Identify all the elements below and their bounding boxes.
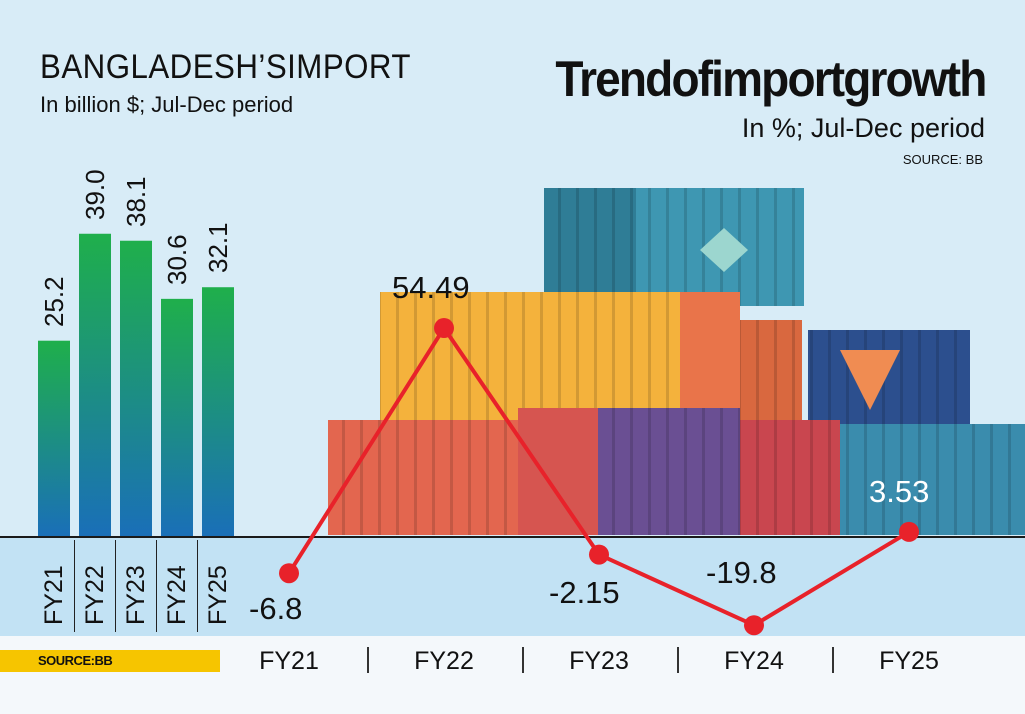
growth-value-label: 54.49 [392, 270, 470, 306]
line-category-label: FY24 [724, 647, 784, 675]
growth-point-fy24 [744, 615, 764, 636]
growth-point-fy22 [434, 318, 454, 339]
category-divider [156, 540, 157, 632]
bottom-strip [0, 636, 1025, 714]
line-category-label: FY21 [259, 647, 319, 675]
line-category-label: FY23 [569, 647, 629, 675]
line-category-label: FY22 [414, 647, 474, 675]
bar-fy23 [120, 240, 152, 536]
bar-chart-source: SOURCE:BB [38, 653, 113, 668]
growth-value-label: -6.8 [249, 591, 303, 627]
bar-chart-title: BANGLADESH’SIMPORT [40, 48, 411, 86]
category-divider [197, 540, 198, 632]
growth-value-label: -19.8 [706, 555, 777, 591]
line-category-label: FY25 [879, 647, 939, 675]
bar-fy24 [161, 298, 193, 536]
growth-value-label: 3.53 [869, 473, 930, 509]
bar-fy22 [79, 233, 111, 536]
baseline [0, 536, 1025, 538]
category-divider [74, 540, 75, 632]
growth-point-fy25 [899, 521, 919, 542]
category-separator [831, 647, 834, 673]
category-separator [366, 647, 369, 673]
growth-point-fy23 [589, 544, 609, 565]
bar-fy25 [202, 287, 234, 536]
growth-point-fy21 [279, 563, 299, 584]
category-divider [115, 540, 116, 632]
line-chart-title: Trendofimportgrowth [554, 51, 987, 107]
lower-band [0, 537, 1025, 637]
bar-fy21 [38, 340, 70, 536]
category-separator [521, 647, 524, 673]
source-bar [0, 650, 220, 672]
growth-value-label: -2.15 [549, 574, 620, 610]
line-chart-subtitle: In %; Jul-Dec period [741, 113, 985, 143]
line-chart-source: SOURCE: BB [902, 152, 983, 167]
category-separator [676, 647, 679, 673]
bar-chart-subtitle: In billion $; Jul-Dec period [40, 92, 294, 117]
